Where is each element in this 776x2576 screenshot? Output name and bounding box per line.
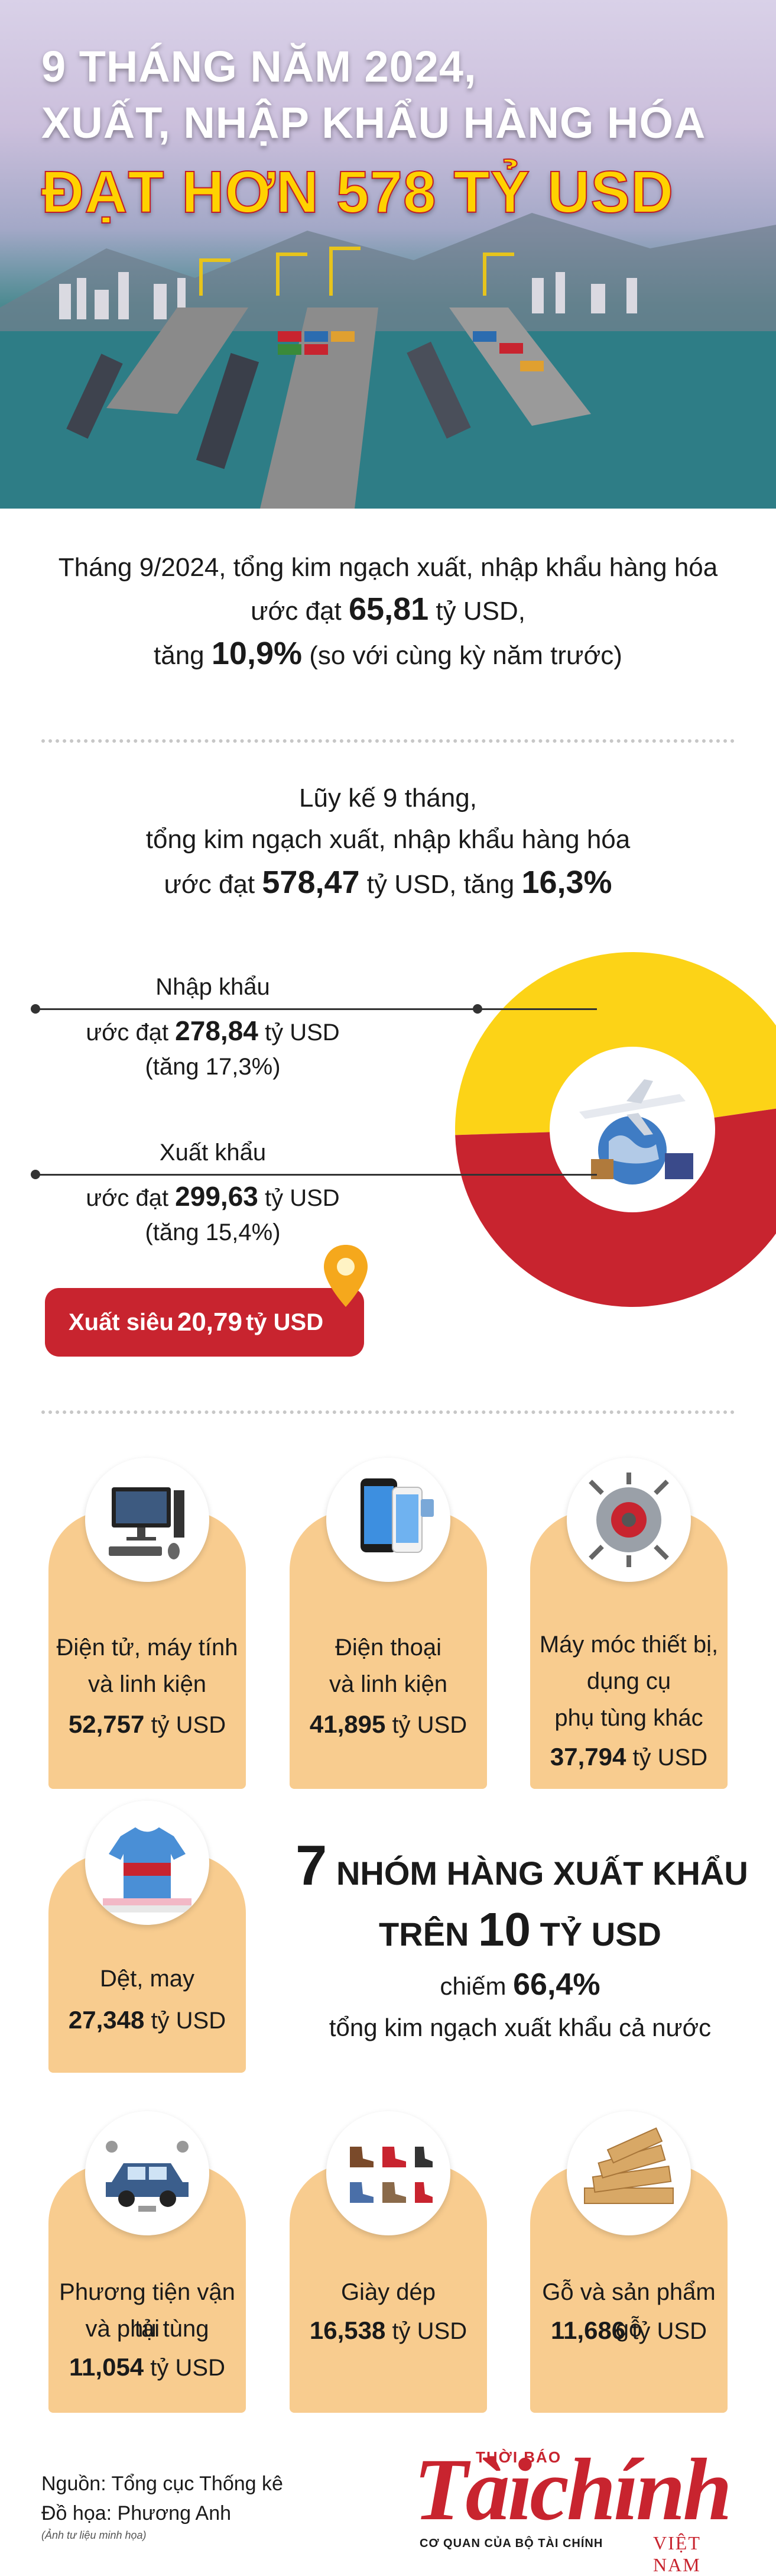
footer: Nguồn: Tổng cục Thống kê Đồ họa: Phương … [0,2439,776,2575]
summary-ten: 10 [478,1903,531,1956]
logo-bottom: CƠ QUAN CỦA BỘ TÀI CHÍNH [420,2537,603,2550]
product-value: 11,054 [69,2353,144,2381]
hero-title-line2: XUẤT, NHẬP KHẨU HÀNG HÓA [41,98,706,147]
product-card-wood: Gỗ và sản phẩm gỗ 11,686 tỷ USD [530,2111,728,2413]
product-card-phones: Điện thoại và linh kiện 41,895 tỷ USD [290,1458,487,1789]
trade-surplus-badge: Xuất siêu 20,79 tỷ USD [45,1288,364,1357]
graphics-credit: Đồ họa: Phương Anh [41,2502,232,2525]
export-leader-dot [31,1170,40,1179]
import-value: 278,84 [175,1015,258,1046]
product-value: 27,348 [68,2006,145,2034]
summary-line2: TRÊN 10 TỶ USD [379,1903,661,1956]
september-line3: tăng 10,9% (so với cùng kỳ năm trước) [154,636,622,671]
summary-line3: chiếm 66,4% [440,1967,600,2002]
summary-share: 66,4% [513,1967,600,2002]
divider-1 [41,739,735,743]
hero-banner: 9 THÁNG NĂM 2024, XUẤT, NHẬP KHẨU HÀNG H… [0,0,776,509]
product-card-textiles: Dệt, may 27,348 tỷ USD [48,1801,246,2073]
port-illustration [0,213,776,509]
import-value-line: ước đạt 278,84 tỷ USD [86,1015,340,1046]
summary-line4: tổng kim ngạch xuất khẩu cả nước [329,2014,712,2041]
logo-country: VIỆT NAM [653,2532,701,2575]
newspaper-logo: THỜI BÁO Tàichính CƠ QUAN CỦA BỘ TÀI CHÍ… [414,2442,745,2575]
cumulative-line1: Lũy kế 9 tháng, [299,784,477,813]
summary-seven: 7 [296,1834,327,1897]
hero-title-line1: 9 THÁNG NĂM 2024, [41,42,477,91]
product-value: 52,757 [68,1710,145,1738]
import-title: Nhập khẩu [155,974,270,1000]
wood-icon [567,2111,691,2235]
export-leader-line [35,1174,597,1176]
product-value: 37,794 [550,1743,626,1771]
export-title: Xuất khẩu [159,1140,267,1166]
cumulative-line2: tổng kim ngạch xuất, nhập khẩu hàng hóa [145,825,631,854]
surplus-value: 20,79 [177,1308,242,1336]
shoe-icon [326,2111,450,2235]
export-growth: (tăng 15,4%) [145,1219,281,1245]
product-value: 41,895 [309,1710,386,1738]
september-growth: 10,9% [211,636,303,671]
cumulative-growth: 16,3% [521,865,612,900]
import-leader-dot [31,1004,40,1014]
import-leader-end [473,1004,482,1014]
september-value: 65,81 [349,591,429,627]
product-value: 11,686 [551,2316,626,2344]
car-icon [85,2111,209,2235]
machinery-icon [567,1458,691,1582]
import-growth: (tăng 17,3%) [145,1054,281,1080]
cumulative-value: 578,47 [262,865,360,900]
cumulative-line3: ước đạt 578,47 tỷ USD, tăng 16,3% [164,865,612,900]
trade-donut-chart [455,952,776,1307]
product-card-vehicles: Phương tiện vận tải và phụ tùng 11,054 t… [48,2111,246,2413]
september-line2: ước đạt 65,81 tỷ USD, [251,591,525,627]
product-card-electronics: Điện tử, máy tính và linh kiện 52,757 tỷ… [48,1458,246,1789]
september-line1: Tháng 9/2024, tổng kim ngạch xuất, nhập … [58,553,718,582]
product-card-machinery: Máy móc thiết bị, dụng cụ phụ tùng khác … [530,1458,728,1789]
tshirt-icon [85,1801,209,1925]
logo-main: Tàichính [414,2441,732,2539]
logo-top: THỜI BÁO [476,2448,562,2466]
export-value: 299,63 [175,1181,258,1212]
import-block: Nhập khẩu ước đạt 278,84 tỷ USD (tăng 17… [77,970,349,1084]
photo-note: (Ảnh tư liệu minh họa) [41,2529,147,2541]
phone-icon [326,1458,450,1582]
import-leader-line [35,1008,597,1010]
summary-block: 7 NHÓM HÀNG XUẤT KHẨU TRÊN 10 TỶ USD chi… [296,1834,748,2048]
hero-title-line3: ĐẠT HƠN 578 TỶ USD [41,158,674,226]
export-value-line: ước đạt 299,63 tỷ USD [86,1181,340,1212]
summary-line1: 7 NHÓM HÀNG XUẤT KHẨU [296,1834,748,1897]
divider-2 [41,1410,735,1414]
product-value: 16,538 [309,2316,386,2344]
source-note: Nguồn: Tổng cục Thống kê [41,2473,283,2495]
product-card-footwear: Giày dép 16,538 tỷ USD [290,2111,487,2413]
computer-icon [85,1458,209,1582]
export-block: Xuất khẩu ước đạt 299,63 tỷ USD (tăng 15… [77,1135,349,1250]
globe-plane-icon [579,1079,693,1185]
location-pin-icon [324,1245,368,1307]
